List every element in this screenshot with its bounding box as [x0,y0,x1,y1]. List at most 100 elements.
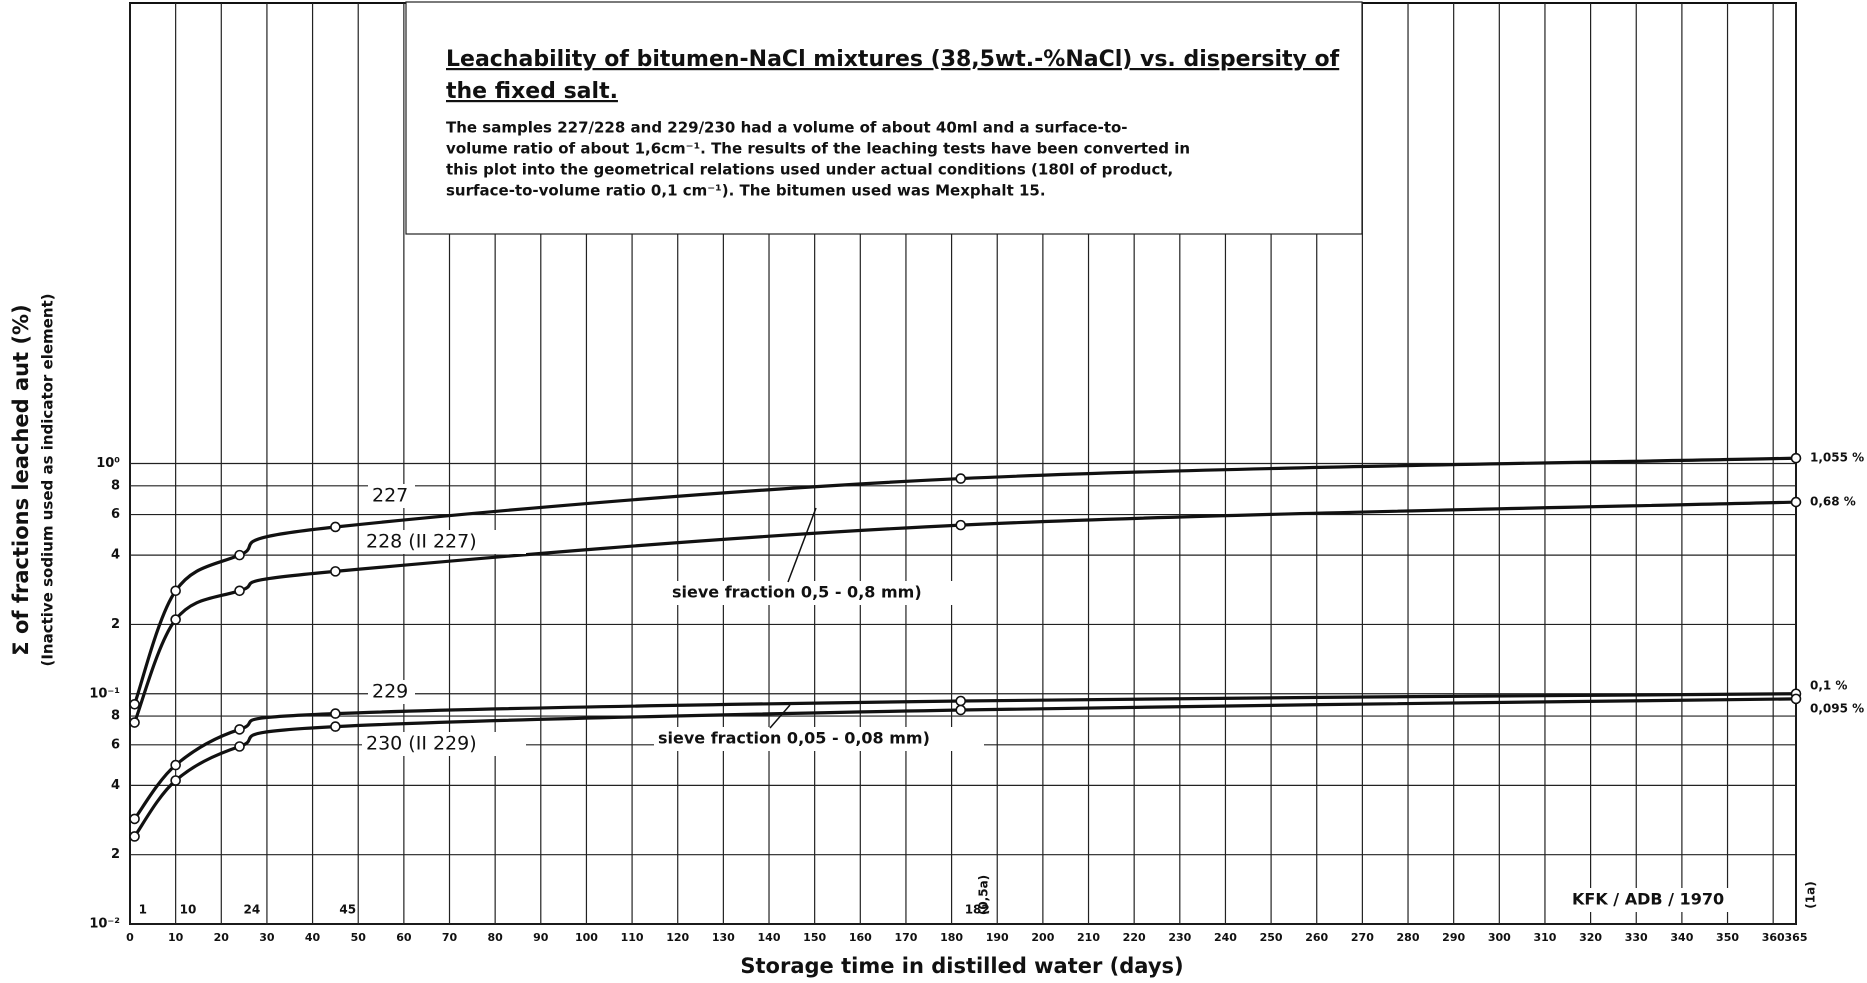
x-tick-label: 210 [1077,931,1100,944]
series-label: 228 (II 227) [366,531,477,553]
curve [133,692,1797,820]
x-tick-label: 340 [1670,931,1693,944]
point [330,566,341,577]
y-tick-label: 2 [111,847,120,862]
x-value-marker: 182 [965,903,990,917]
x-tick-label: 20 [214,931,230,944]
y-tick-label: 2 [111,617,120,632]
description-line: The samples 227/228 and 229/230 had a vo… [446,119,1128,137]
x-tick-label: 260 [1305,931,1328,944]
point [955,519,967,531]
annotation: (1a) [1804,881,1818,908]
x-value-marker: 24 [244,903,261,917]
x-value-marker: 10 [180,903,197,917]
x-value-marker: 1 [139,903,147,917]
point [170,585,181,597]
annotation: (0,5a) [977,875,991,915]
annotation: sieve fraction 0,5 - 0,8 mm) [672,583,922,602]
point [330,521,341,533]
point [955,695,967,707]
description-line: this plot into the geometrical relations… [446,161,1173,179]
description-line: surface-to-volume ratio 0,1 cm⁻¹). The b… [446,182,1046,200]
x-tick-label: 360 [1762,931,1785,944]
value-label: 0,68 % [1810,495,1856,509]
y-tick-label: 4 [111,778,120,793]
x-tick-label: 190 [986,931,1009,944]
y-tick-label: 10⁰ [96,456,120,471]
x-tick-label: 10 [168,931,184,944]
x-tick-label: 140 [758,931,781,944]
point [129,717,140,728]
point [234,741,245,752]
annotation-bg [668,581,976,605]
value-label: 0,1 % [1810,678,1847,692]
point [955,704,967,716]
point [1790,693,1802,705]
x-value-marker: 45 [339,903,356,917]
x-tick-label: 230 [1168,931,1191,944]
y-tick-label: 10⁻² [89,917,120,932]
point [330,708,341,719]
value-label: 1,055 % [1810,451,1864,465]
point [129,831,140,842]
x-tick-label: 320 [1579,931,1602,944]
x-tick-label: 90 [533,931,549,944]
x-tick-label: 200 [1031,931,1054,944]
x-tick-label: 240 [1214,931,1237,944]
chart-title-1: Leachability of bitumen-NaCl mixtures (3… [446,47,1340,72]
x-tick-label: 70 [442,931,458,944]
point [330,721,341,732]
x-tick-label: 150 [803,931,826,944]
x-tick-label: 130 [712,931,735,944]
point [1790,452,1802,464]
point [170,614,181,625]
x-tick-label: 110 [621,931,644,944]
x-tick-label: 30 [259,931,275,944]
x-tick-label: 350 [1716,931,1739,944]
x-axis-label: Storage time in distilled water (days) [740,954,1183,978]
point [170,759,181,771]
y-tick-label: 10⁻¹ [89,686,120,701]
x-tick-label: 290 [1442,931,1465,944]
point [129,813,140,825]
label-bg [362,530,526,554]
x-tick-label: 160 [849,931,872,944]
x-tick-label: 310 [1533,931,1556,944]
value-label: 0,095 % [1810,701,1864,715]
description-line: volume ratio of about 1,6cm⁻¹. The resul… [446,140,1190,158]
annotation-bg [654,727,984,751]
leader [787,507,817,583]
x-tick-label: 180 [940,931,963,944]
x-tick-label: 330 [1625,931,1648,944]
y-tick-label: 6 [111,737,120,752]
x-tick-label: 300 [1488,931,1511,944]
x-tick-label: 170 [894,931,917,944]
point [955,473,967,484]
point [129,698,140,710]
x-tick-label: 120 [666,931,689,944]
y-tick-label: 8 [111,709,120,724]
x-tick-label: 250 [1260,931,1283,944]
x-tick-label: 100 [575,931,598,944]
curve [133,697,1797,838]
x-tick-label: 280 [1397,931,1420,944]
x-tick-label: 220 [1123,931,1146,944]
point [1790,496,1802,508]
point [170,775,181,786]
annotation: KFK / ADB / 1970 [1572,890,1724,909]
x-tick-label: 80 [487,931,503,944]
series-label: 230 (II 229) [366,733,477,755]
leader [769,704,791,729]
label-bg [362,732,526,756]
x-tick-label: 270 [1351,931,1374,944]
series-label: 229 [372,681,408,703]
chart-title-2: the fixed salt. [446,79,618,104]
y-tick-label: 8 [111,478,120,493]
y-tick-label: 6 [111,507,120,522]
curve [133,500,1797,724]
x-tick-label: 50 [351,931,367,944]
label-bg [368,680,415,704]
x-tick-label: 0 [126,931,134,944]
point [234,724,245,735]
